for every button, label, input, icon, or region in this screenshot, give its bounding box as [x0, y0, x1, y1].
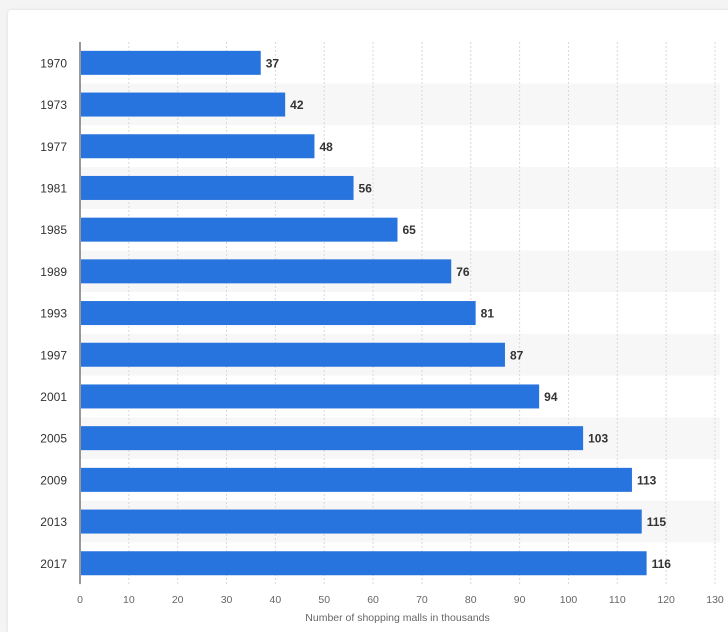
category-label: 2013 [40, 515, 67, 529]
value-label: 37 [266, 56, 280, 70]
x-tick-label: 120 [657, 594, 675, 606]
category-label: 2005 [40, 432, 67, 446]
value-label: 113 [637, 473, 657, 487]
category-label: 1981 [40, 181, 67, 195]
bar-1973[interactable] [81, 92, 286, 117]
bar-2017[interactable] [81, 551, 647, 576]
value-labels: 37 42 48 56 65 76 81 87 94 103 113 115 116 [266, 56, 672, 570]
x-tick-label: 110 [609, 594, 626, 606]
value-label: 65 [403, 223, 417, 237]
x-tick-label: 130 [706, 594, 724, 606]
value-label: 81 [481, 307, 495, 321]
x-tick-labels: 0 10 20 30 40 50 60 70 80 90 100 110 120 130 [77, 594, 724, 606]
value-label: 76 [456, 265, 470, 279]
x-tick-label: 40 [270, 594, 282, 606]
bar-1985[interactable] [81, 217, 398, 242]
bar-1970[interactable] [81, 50, 261, 75]
bar-2005[interactable] [81, 426, 584, 451]
bars [81, 50, 647, 576]
category-label: 1973 [40, 98, 67, 112]
category-label: 1997 [40, 348, 67, 362]
bar-1993[interactable] [81, 301, 476, 326]
category-label: 1985 [40, 223, 67, 237]
bar-1989[interactable] [81, 259, 452, 284]
x-tick-label: 20 [172, 594, 184, 606]
x-tick-label: 30 [221, 594, 233, 606]
bar-2013[interactable] [81, 509, 642, 534]
value-label: 56 [359, 181, 373, 195]
category-label: 1989 [40, 265, 67, 279]
x-tick-label: 70 [416, 594, 428, 606]
value-label: 48 [319, 140, 333, 154]
bar-2009[interactable] [81, 467, 632, 492]
category-labels: 1970 1973 1977 1981 1985 1989 1993 1997 2001 2005… [40, 56, 67, 570]
x-tick-label: 80 [465, 594, 477, 606]
x-tick-label: 60 [367, 594, 379, 606]
value-label: 116 [652, 557, 672, 571]
value-label: 94 [544, 390, 558, 404]
category-label: 1970 [40, 56, 67, 70]
x-tick-label: 90 [514, 594, 526, 606]
x-tick-label: 0 [77, 594, 83, 606]
value-label: 115 [647, 515, 667, 529]
x-tick-label: 100 [560, 594, 578, 606]
value-label: 103 [588, 432, 608, 446]
bar-1997[interactable] [81, 342, 505, 367]
category-label: 2017 [40, 557, 67, 571]
category-label: 2001 [40, 390, 67, 404]
bar-1981[interactable] [81, 175, 354, 200]
value-label: 87 [510, 348, 524, 362]
x-tick-label: 50 [318, 594, 330, 606]
x-axis-title: Number of shopping malls in thousands [305, 612, 489, 624]
category-label: 1977 [40, 140, 67, 154]
x-tick-label: 10 [123, 594, 135, 606]
category-label: 2009 [40, 473, 67, 487]
bar-1977[interactable] [81, 134, 315, 159]
bar-2001[interactable] [81, 384, 540, 409]
value-label: 42 [290, 98, 304, 112]
category-label: 1993 [40, 307, 67, 321]
